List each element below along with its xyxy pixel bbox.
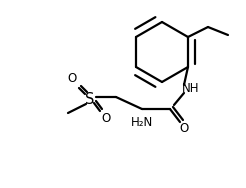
Text: S: S	[85, 92, 95, 106]
Text: O: O	[101, 112, 111, 126]
Text: O: O	[179, 123, 189, 136]
Text: O: O	[67, 73, 77, 86]
Text: NH: NH	[182, 83, 200, 96]
Text: H₂N: H₂N	[131, 117, 153, 130]
